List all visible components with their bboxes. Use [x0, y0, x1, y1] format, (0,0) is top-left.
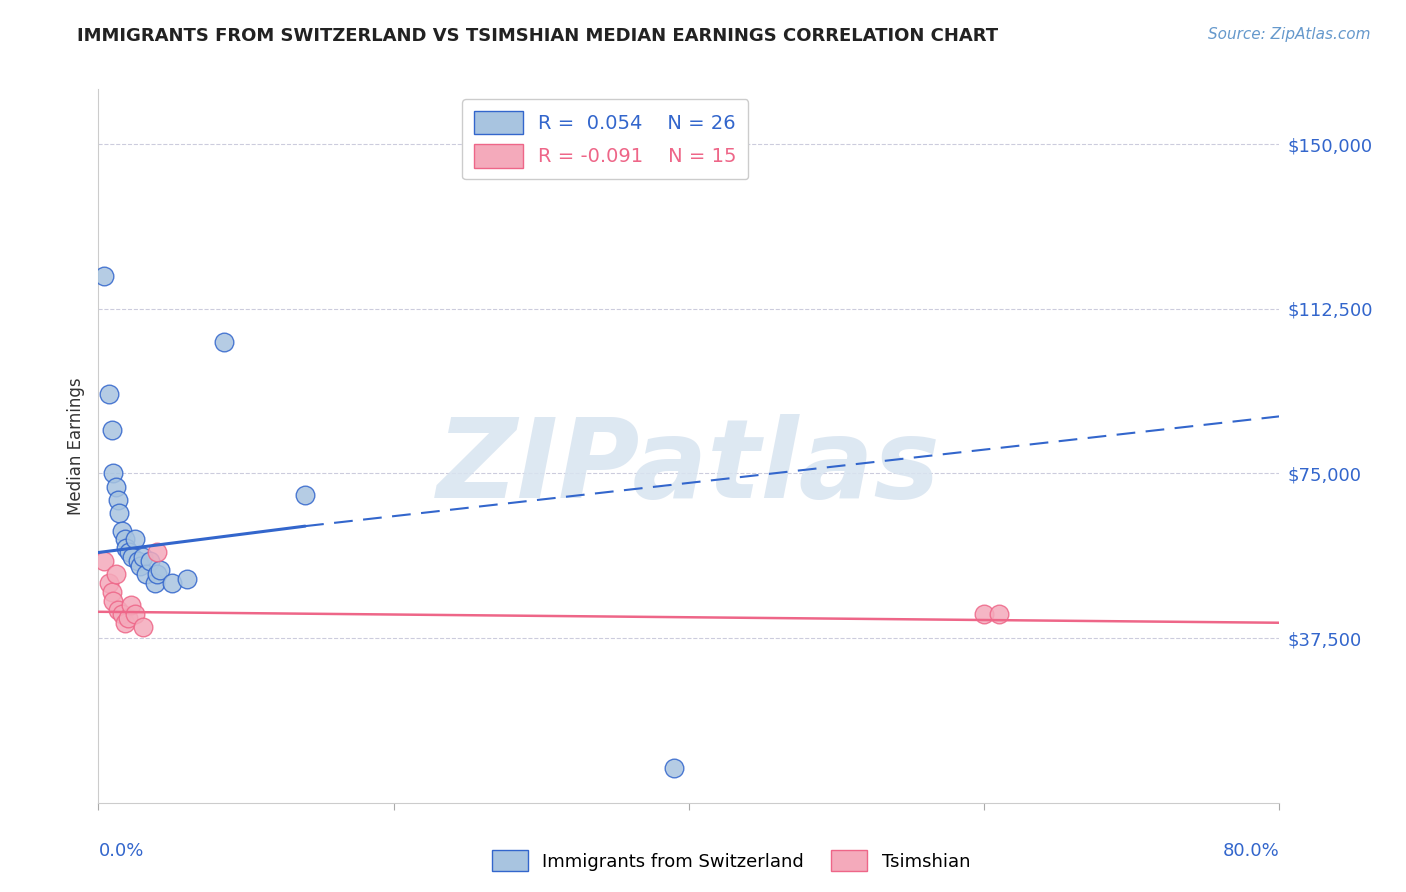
Point — [664, 761, 686, 775]
Point — [118, 545, 141, 559]
Point — [117, 611, 139, 625]
Point — [111, 524, 134, 538]
Point — [105, 480, 128, 494]
Point — [988, 607, 1011, 621]
Point — [93, 554, 115, 568]
Point — [103, 467, 125, 481]
Y-axis label: Median Earnings: Median Earnings — [66, 377, 84, 515]
Point — [146, 545, 169, 559]
Point — [149, 563, 172, 577]
Point — [114, 533, 136, 547]
Point — [146, 567, 169, 582]
Point — [97, 387, 120, 401]
Point — [111, 607, 134, 621]
Point — [143, 576, 166, 591]
Point — [124, 607, 146, 621]
Text: ZIPatlas: ZIPatlas — [437, 414, 941, 521]
Point — [107, 602, 129, 616]
Point — [127, 554, 149, 568]
Point — [176, 572, 198, 586]
Point — [107, 492, 129, 507]
Point — [135, 567, 157, 582]
Point — [132, 620, 155, 634]
Point — [162, 576, 183, 591]
Point — [114, 615, 136, 630]
Point — [294, 488, 316, 502]
Legend: R =  0.054    N = 26, R = -0.091    N = 15: R = 0.054 N = 26, R = -0.091 N = 15 — [463, 99, 748, 179]
Point — [105, 567, 128, 582]
Point — [103, 594, 125, 608]
Point — [139, 554, 162, 568]
Point — [97, 576, 120, 591]
Point — [120, 598, 142, 612]
Point — [121, 549, 143, 564]
Point — [115, 541, 138, 555]
Point — [93, 268, 115, 283]
Point — [100, 585, 122, 599]
Point — [100, 423, 122, 437]
Text: IMMIGRANTS FROM SWITZERLAND VS TSIMSHIAN MEDIAN EARNINGS CORRELATION CHART: IMMIGRANTS FROM SWITZERLAND VS TSIMSHIAN… — [77, 27, 998, 45]
Legend: Immigrants from Switzerland, Tsimshian: Immigrants from Switzerland, Tsimshian — [485, 843, 977, 879]
Text: Source: ZipAtlas.com: Source: ZipAtlas.com — [1208, 27, 1371, 42]
Text: 80.0%: 80.0% — [1223, 842, 1279, 860]
Point — [108, 506, 131, 520]
Point — [212, 334, 235, 349]
Point — [973, 607, 995, 621]
Point — [124, 533, 146, 547]
Point — [128, 558, 150, 573]
Text: 0.0%: 0.0% — [98, 842, 143, 860]
Point — [132, 549, 155, 564]
